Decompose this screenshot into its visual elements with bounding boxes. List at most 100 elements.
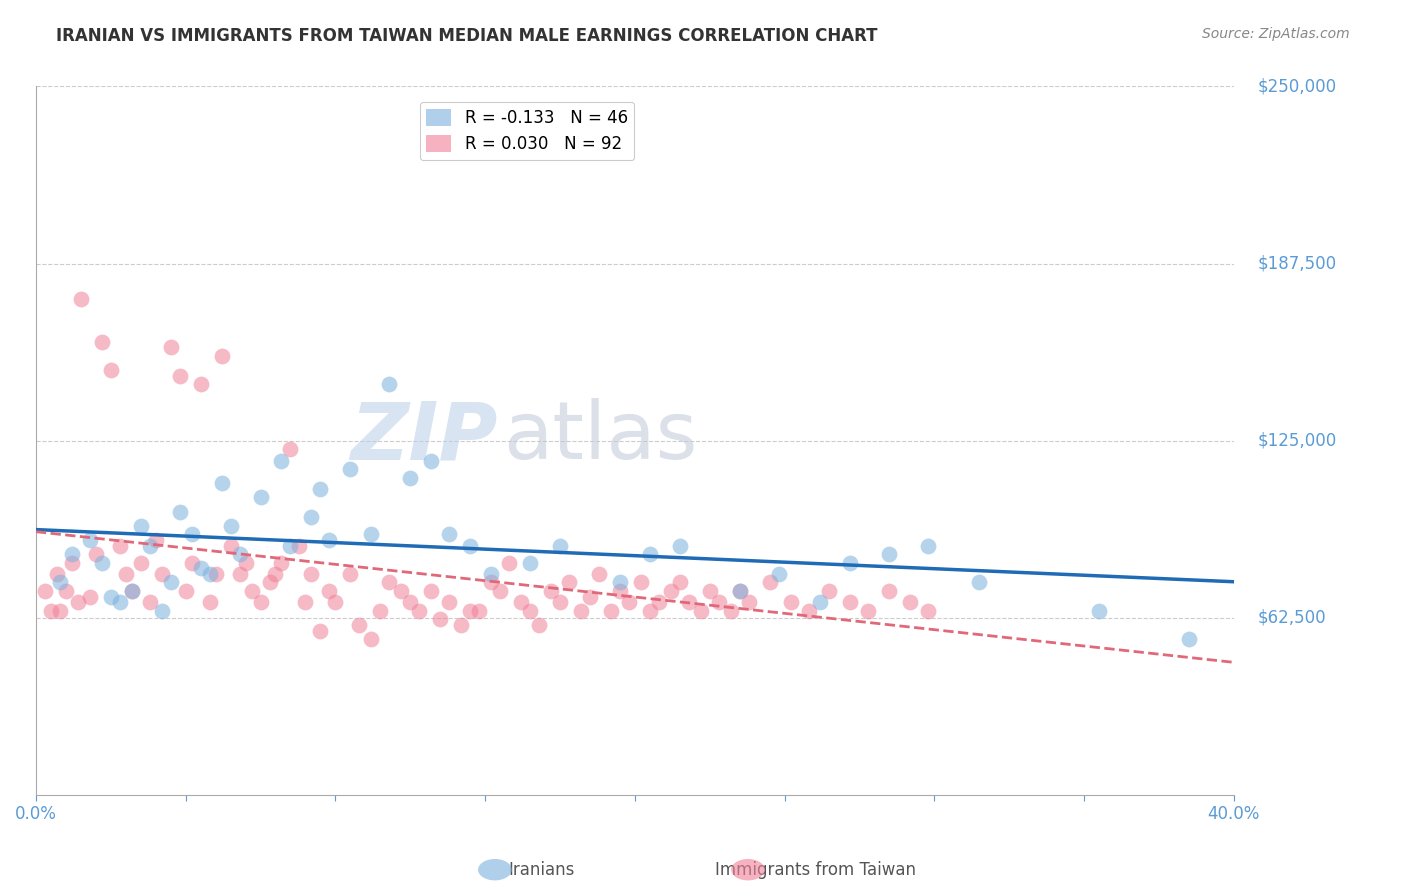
Point [325, 595, 347, 609]
Point [689, 604, 711, 618]
Point [399, 595, 422, 609]
Point [917, 604, 939, 618]
Point [159, 575, 181, 590]
Point [150, 566, 173, 581]
Point [249, 491, 271, 505]
Point [79, 590, 101, 604]
Text: $250,000: $250,000 [1258, 78, 1337, 95]
Point [309, 624, 332, 638]
Point [479, 575, 502, 590]
Point [360, 527, 382, 541]
Point [389, 584, 412, 599]
Point [180, 556, 202, 570]
Point [60, 556, 83, 570]
Legend: R = -0.133   N = 46, R = 0.030   N = 92: R = -0.133 N = 46, R = 0.030 N = 92 [419, 102, 634, 160]
Point [138, 595, 160, 609]
Point [408, 604, 430, 618]
Point [339, 566, 361, 581]
Point [270, 453, 292, 467]
Point [429, 612, 451, 626]
Point [174, 584, 197, 599]
Point [145, 533, 167, 547]
Point [204, 566, 226, 581]
Point [150, 604, 173, 618]
Point [707, 595, 730, 609]
Text: $125,000: $125,000 [1258, 432, 1337, 450]
Point [839, 556, 862, 570]
Point [169, 368, 191, 383]
Point [270, 556, 292, 570]
Point [967, 575, 990, 590]
Point [309, 482, 332, 496]
Point [668, 539, 690, 553]
Point [299, 566, 322, 581]
Point [294, 595, 316, 609]
Point [898, 595, 921, 609]
Point [190, 377, 212, 392]
Point [720, 604, 742, 618]
Point [699, 584, 721, 599]
Point [609, 575, 631, 590]
Point [678, 595, 700, 609]
Point [638, 547, 661, 561]
Point [458, 539, 481, 553]
Point [579, 590, 602, 604]
Point [569, 604, 592, 618]
Point [609, 584, 631, 599]
Point [211, 349, 233, 363]
Point [299, 510, 322, 524]
Point [779, 595, 801, 609]
Point [114, 566, 136, 581]
Point [420, 453, 443, 467]
Point [450, 618, 472, 632]
Point [34, 584, 56, 599]
Point [280, 539, 302, 553]
Point [198, 595, 221, 609]
Point [917, 539, 939, 553]
Point [1088, 604, 1111, 618]
Point [235, 556, 257, 570]
Text: Immigrants from Taiwan: Immigrants from Taiwan [716, 861, 915, 879]
Point [818, 584, 841, 599]
Point [768, 566, 790, 581]
Point [489, 584, 512, 599]
Point [219, 539, 242, 553]
Point [437, 595, 460, 609]
Point [45, 566, 67, 581]
Point [249, 595, 271, 609]
Point [437, 527, 460, 541]
Point [55, 584, 77, 599]
Point [108, 595, 131, 609]
Point [519, 604, 541, 618]
Point [360, 632, 382, 647]
Point [129, 556, 152, 570]
Point [49, 575, 72, 590]
Point [1178, 632, 1201, 647]
Point [280, 442, 302, 457]
Point [519, 556, 541, 570]
Point [100, 363, 122, 377]
Point [420, 584, 443, 599]
Point [60, 547, 83, 561]
Point [510, 595, 533, 609]
Point [180, 527, 202, 541]
Point [498, 556, 520, 570]
Point [169, 505, 191, 519]
Point [259, 575, 281, 590]
Point [288, 539, 311, 553]
Point [90, 556, 112, 570]
Point [121, 584, 143, 599]
Point [79, 533, 101, 547]
Point [211, 476, 233, 491]
Point [90, 334, 112, 349]
Point [638, 604, 661, 618]
Point [548, 539, 571, 553]
Point [659, 584, 682, 599]
Point [198, 566, 221, 581]
Point [219, 518, 242, 533]
Text: IRANIAN VS IMMIGRANTS FROM TAIWAN MEDIAN MALE EARNINGS CORRELATION CHART: IRANIAN VS IMMIGRANTS FROM TAIWAN MEDIAN… [56, 27, 877, 45]
Point [378, 575, 401, 590]
Point [138, 539, 160, 553]
Point [49, 604, 72, 618]
Text: Iranians: Iranians [508, 861, 575, 879]
